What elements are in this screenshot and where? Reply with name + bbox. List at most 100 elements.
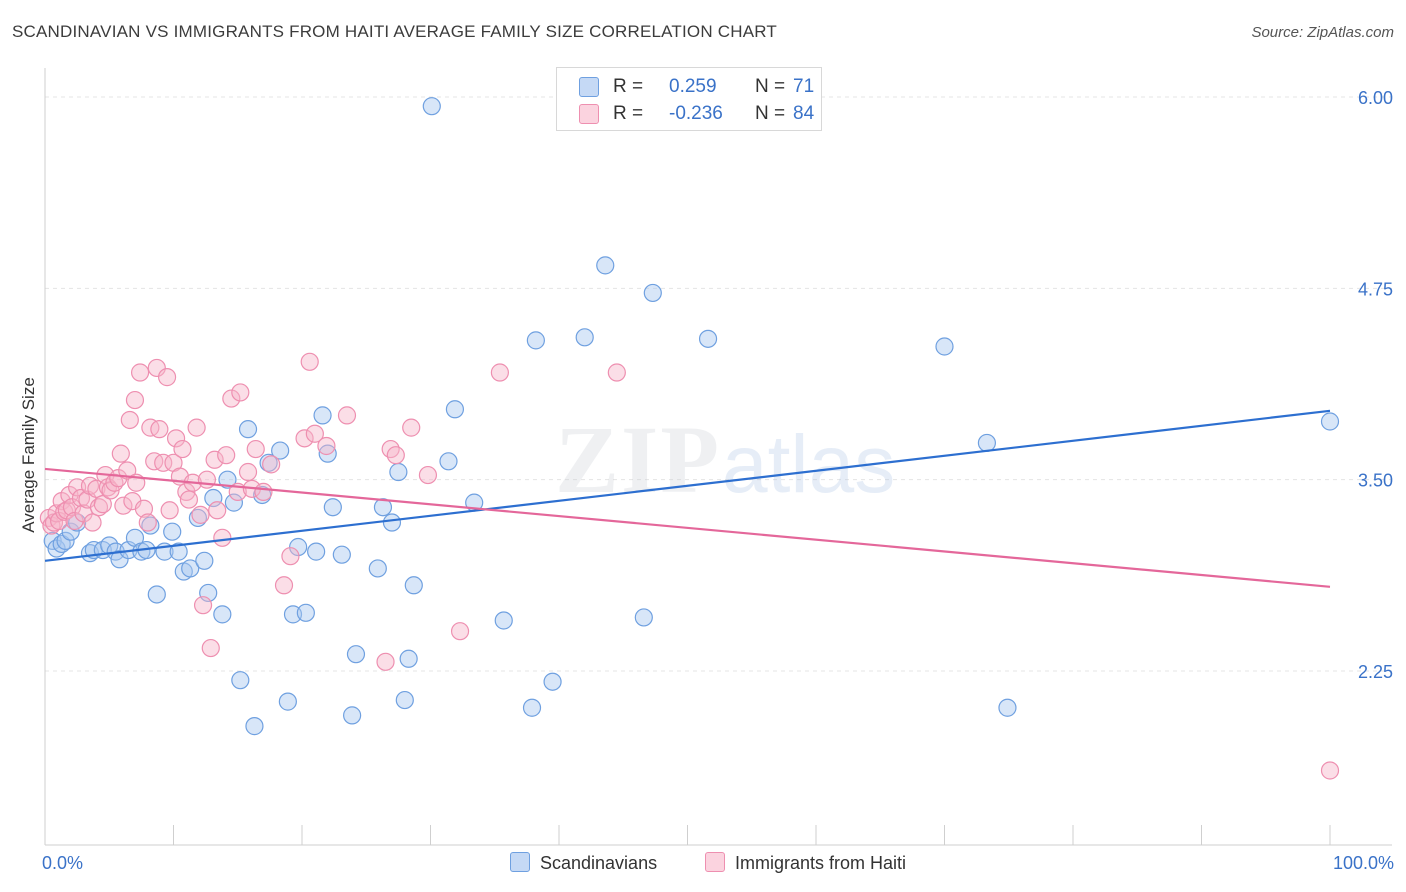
haiti-point <box>317 436 336 456</box>
haiti-point <box>83 513 102 532</box>
scandinavian-point <box>382 513 402 532</box>
scandinavian-point <box>296 603 315 622</box>
haiti-point <box>120 410 139 430</box>
scandinavian-point <box>698 329 718 348</box>
haiti-point <box>98 478 118 497</box>
y-tick-label: 4.75 <box>1358 279 1393 299</box>
scandinavian-point <box>343 706 362 725</box>
y-tick-labels: 2.25 3.50 4.75 6.00 <box>1358 88 1393 682</box>
scandinavian-point <box>147 585 166 604</box>
scandinavian-point <box>526 331 545 350</box>
haiti-point <box>147 358 166 378</box>
scandinavian-point <box>522 698 542 717</box>
scandinavian-point <box>278 692 297 711</box>
haiti-point <box>71 488 91 508</box>
haiti-point <box>217 446 236 465</box>
scandinavian-point <box>318 444 337 463</box>
scandinavian-point <box>289 537 308 557</box>
n-label: N = <box>755 76 786 97</box>
haiti-point <box>402 418 421 437</box>
scandinavian-point <box>253 485 272 505</box>
scandinavian-point <box>389 462 408 482</box>
chart-title: SCANDINAVIAN VS IMMIGRANTS FROM HAITI AV… <box>12 22 778 41</box>
y-tick-label: 3.50 <box>1358 471 1393 491</box>
data-points <box>39 97 1340 780</box>
haiti-point <box>93 495 112 514</box>
haiti-point <box>305 424 324 443</box>
haiti-point <box>607 363 626 382</box>
scandinavian-point <box>332 545 351 564</box>
haiti-point <box>201 638 220 658</box>
haiti-point <box>337 406 357 425</box>
n-value: 84 <box>793 103 815 124</box>
r-label: R = <box>613 76 644 97</box>
grid-lines <box>45 96 1392 672</box>
scandinavian-point <box>575 328 594 347</box>
x-tick-label-start: 0.0% <box>42 853 83 873</box>
haiti-point <box>134 499 154 518</box>
haiti-point <box>118 461 137 480</box>
watermark-zip: ZIP <box>555 406 721 513</box>
source-label: Source: ZipAtlas.com <box>1251 24 1394 41</box>
scandinavian-point <box>977 433 997 453</box>
haiti-point <box>1320 761 1340 780</box>
haiti-point <box>274 576 294 595</box>
haiti-point <box>213 528 232 547</box>
scandinavian-point <box>169 542 188 561</box>
y-axis-label: Average Family Size <box>19 377 38 533</box>
haiti-point <box>281 547 300 566</box>
correlation-legend: R = 0.259 N = 71 R = -0.236 N = 84 <box>556 67 822 131</box>
scandinavian-point <box>181 559 200 578</box>
scandinavian-point <box>213 605 232 624</box>
scandinavian-point <box>323 498 342 517</box>
scandinavian-point <box>188 508 208 528</box>
legend-swatch-pink <box>705 852 725 872</box>
scandinavian-point <box>494 611 513 630</box>
y-tick-label: 2.25 <box>1358 662 1393 682</box>
scandinavian-point <box>61 522 80 541</box>
haiti-point <box>262 455 281 474</box>
scandinavian-point <box>313 406 332 425</box>
haiti-point <box>173 439 192 459</box>
y-tick-label: 6.00 <box>1358 88 1393 108</box>
scandinavian-point <box>368 559 387 578</box>
haiti-point <box>187 418 206 437</box>
scandinavian-point <box>195 551 214 570</box>
haiti-point <box>141 418 160 437</box>
haiti-point <box>418 465 438 485</box>
haiti-point <box>386 446 405 465</box>
haiti-point <box>376 652 395 671</box>
r-label: R = <box>613 103 644 124</box>
scandinavian-point <box>445 400 465 419</box>
haiti-point <box>154 453 173 472</box>
haiti-point <box>193 596 213 615</box>
scandinavian-point <box>634 608 653 627</box>
haiti-point <box>295 429 314 448</box>
scandinavian-point <box>395 690 414 710</box>
haiti-point <box>197 470 217 489</box>
haiti-trend-line <box>44 467 1331 588</box>
haiti-point <box>450 622 470 641</box>
haiti-point <box>160 501 179 520</box>
trend-lines <box>44 409 1331 588</box>
legend-label: Immigrants from Haiti <box>735 853 907 873</box>
haiti-point <box>231 383 250 402</box>
scandinavian-point <box>422 97 441 116</box>
haiti-point <box>191 505 210 524</box>
legend-label: Scandinavians <box>540 853 658 873</box>
legend-swatch-blue <box>510 852 530 872</box>
haiti-point <box>138 513 157 532</box>
scandinavian-point <box>543 672 562 691</box>
haiti-point <box>130 363 150 382</box>
haiti-point <box>157 368 177 387</box>
r-value: 0.259 <box>669 76 717 97</box>
scandinavian-point <box>935 337 954 356</box>
scandinavian-point <box>998 698 1017 717</box>
haiti-point <box>254 482 273 502</box>
haiti-point <box>111 444 130 463</box>
haiti-point <box>222 389 241 408</box>
scandinavian-point <box>307 542 326 561</box>
r-value: -0.236 <box>669 103 723 124</box>
haiti-point <box>246 439 265 459</box>
